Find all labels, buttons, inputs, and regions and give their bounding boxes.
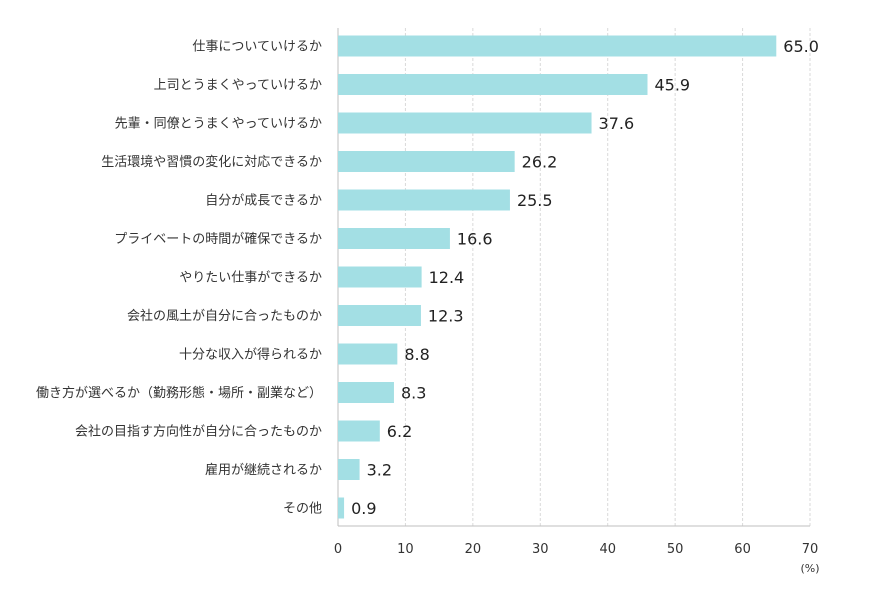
bar [338, 497, 345, 519]
category-label: 自分が成長できるか [205, 194, 322, 209]
bar [338, 74, 648, 95]
bar [338, 266, 422, 288]
bar [338, 112, 592, 134]
bar [338, 189, 510, 211]
data-label: 8.8 [404, 345, 429, 364]
category-label: 会社の風土が自分に合ったものか [127, 308, 322, 324]
data-label: 6.2 [387, 422, 412, 441]
data-label: 3.2 [367, 461, 392, 480]
category-label: 上司とうまくやっていけるか [154, 78, 322, 93]
category-label: 会社の目指す方向性が自分に合ったものか [75, 424, 322, 440]
category-label: 雇用が継続されるか [205, 462, 322, 478]
x-tick-label: 0 [334, 542, 342, 557]
data-label: 12.3 [428, 307, 464, 326]
x-tick-label: 60 [734, 542, 751, 557]
category-label: やりたい仕事ができるか [179, 271, 322, 286]
category-label: 働き方が選べるか（勤務形態・場所・副業など） [36, 385, 322, 401]
x-unit-label: (%) [800, 562, 819, 575]
bar [338, 459, 360, 480]
data-label: 16.6 [457, 230, 493, 249]
data-label: 26.2 [522, 153, 558, 172]
bar [338, 151, 515, 172]
data-label: 8.3 [401, 384, 426, 403]
data-label: 0.9 [351, 499, 376, 518]
bar [338, 35, 777, 57]
bar [338, 420, 380, 442]
category-label: 先輩・同僚とうまくやっていけるか [115, 117, 322, 132]
bar [338, 228, 450, 249]
category-label: 生活環境や習慣の変化に対応できるか [101, 154, 322, 170]
x-tick-label: 10 [397, 542, 414, 557]
data-label: 65.0 [783, 37, 819, 56]
category-label: プライベートの時間が確保できるか [114, 231, 322, 247]
category-label: 仕事についていけるか [192, 40, 322, 55]
data-label: 37.6 [599, 114, 635, 133]
data-label: 45.9 [654, 76, 690, 95]
data-label: 12.4 [429, 268, 465, 287]
bar [338, 305, 421, 326]
data-label: 25.5 [517, 191, 553, 210]
x-tick-label: 30 [532, 542, 549, 557]
bar [338, 343, 398, 365]
bar [338, 382, 394, 403]
category-label: 十分な収入が得られるか [179, 347, 322, 363]
category-label: その他 [283, 502, 322, 517]
x-tick-label: 70 [802, 542, 819, 557]
x-tick-label: 20 [465, 542, 482, 557]
x-tick-label: 50 [667, 542, 684, 557]
x-tick-label: 40 [599, 542, 616, 557]
